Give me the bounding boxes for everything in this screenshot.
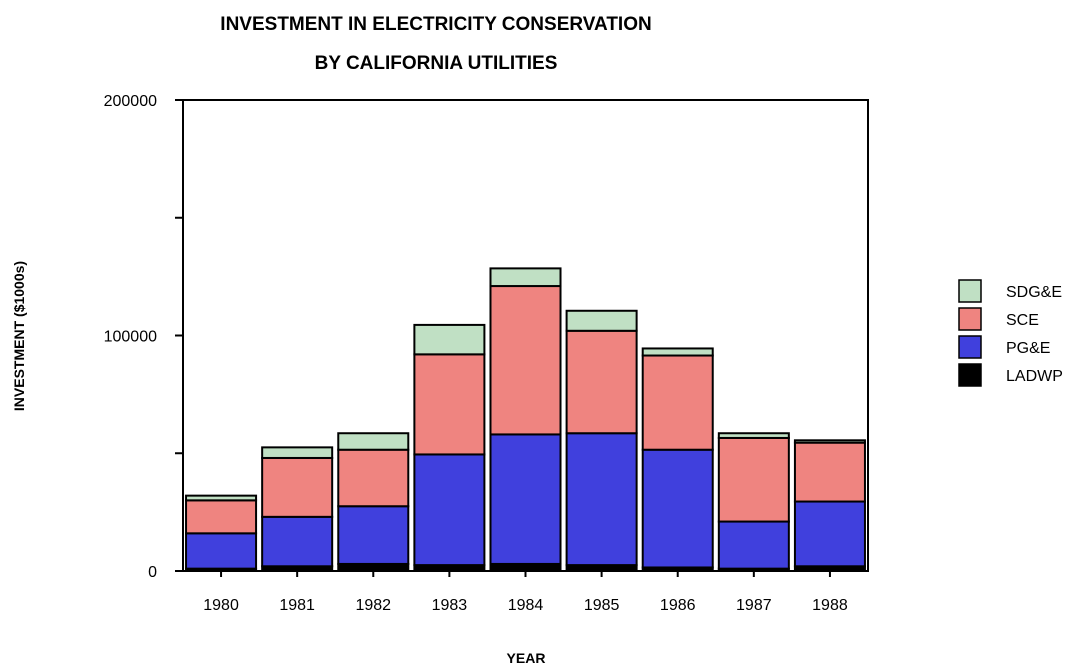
bar-sce-1980 xyxy=(185,499,258,535)
bar-pg-e-1988 xyxy=(793,500,866,568)
bar-ladwp-1984 xyxy=(489,562,562,572)
bar-pg-e-1981 xyxy=(261,515,334,568)
legend-swatch-ladwp xyxy=(958,363,982,387)
bar-sce-1986 xyxy=(641,354,714,451)
bar-sce-1985 xyxy=(565,329,638,435)
y-tick-label-100000: 100000 xyxy=(104,329,157,346)
bar-pg-e-1987 xyxy=(717,520,790,570)
y-axis-title: INVESTMENT ($1000s) xyxy=(11,261,27,411)
bar-pg-e-1986 xyxy=(641,448,714,569)
plot-area xyxy=(185,267,866,573)
chart-title-line-2: BY CALIFORNIA UTILITIES xyxy=(315,53,558,74)
x-axis-title: YEAR xyxy=(507,650,546,666)
bar-sce-1981 xyxy=(261,456,334,518)
legend-label-sdg-e: SDG&E xyxy=(1006,284,1062,301)
y-tick-label-200000: 200000 xyxy=(104,93,157,110)
bar-sdg-e-1987 xyxy=(717,432,790,439)
y-tick-label-0: 0 xyxy=(148,564,157,581)
bar-sdg-e-1988 xyxy=(793,439,866,444)
bar-sce-1987 xyxy=(717,436,790,523)
legend: SDG&E SCE PG&E LADWP xyxy=(958,279,1063,387)
x-tick-label-1986: 1986 xyxy=(660,597,696,614)
bar-sce-1982 xyxy=(337,448,410,508)
x-tick-label-1981: 1981 xyxy=(279,597,315,614)
bar-sce-1983 xyxy=(413,353,486,456)
bar-sdg-e-1981 xyxy=(261,446,334,459)
x-tick-label-1980: 1980 xyxy=(203,597,239,614)
x-tick-label-1988: 1988 xyxy=(812,597,848,614)
x-tick-label-1982: 1982 xyxy=(355,597,391,614)
bar-pg-e-1982 xyxy=(337,505,410,565)
legend-swatch-sdg-e xyxy=(958,279,982,303)
bar-sce-1984 xyxy=(489,285,562,436)
bar-sdg-e-1985 xyxy=(565,309,638,332)
legend-label-sce: SCE xyxy=(1006,312,1039,329)
bar-sdg-e-1986 xyxy=(641,347,714,357)
bar-sdg-e-1982 xyxy=(337,432,410,451)
x-tick-label-1983: 1983 xyxy=(432,597,468,614)
bar-sdg-e-1984 xyxy=(489,267,562,288)
bar-ladwp-1982 xyxy=(337,562,410,572)
legend-label-ladwp: LADWP xyxy=(1006,368,1063,385)
bar-pg-e-1983 xyxy=(413,453,486,567)
axes: 1980 1981 1982 1983 1984 1985 1986 1987 1988 0 100… xyxy=(104,93,869,614)
chart-title-line-1: INVESTMENT IN ELECTRICITY CONSERVATION xyxy=(220,14,651,35)
bar-sdg-e-1980 xyxy=(185,494,258,502)
bar-pg-e-1980 xyxy=(185,532,258,570)
x-tick-label-1985: 1985 xyxy=(584,597,620,614)
bar-sce-1988 xyxy=(793,441,866,503)
bar-pg-e-1984 xyxy=(489,433,562,565)
legend-swatch-pg-e xyxy=(958,335,982,359)
x-tick-label-1984: 1984 xyxy=(508,597,544,614)
x-tick-label-1987: 1987 xyxy=(736,597,772,614)
legend-swatch-sce xyxy=(958,307,982,331)
bar-pg-e-1985 xyxy=(565,432,638,567)
bar-sdg-e-1983 xyxy=(413,323,486,356)
legend-label-pg-e: PG&E xyxy=(1006,340,1050,357)
